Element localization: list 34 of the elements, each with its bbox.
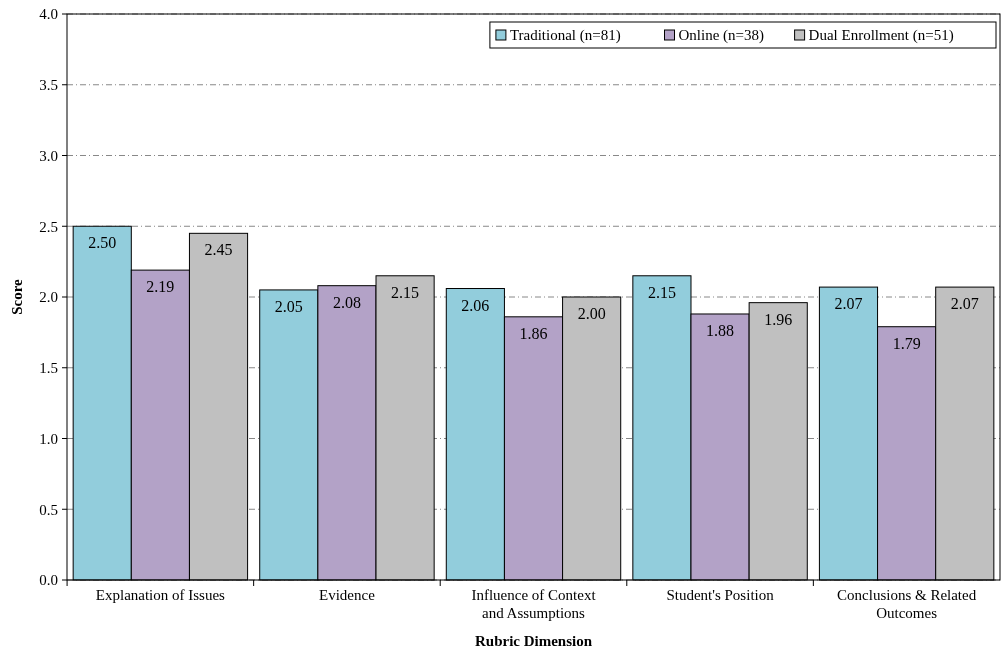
data-label: 1.96 [764,310,793,328]
data-label: 1.79 [892,334,921,352]
data-label: 2.15 [647,283,676,301]
data-label: 2.50 [88,234,117,252]
data-label: 2.00 [577,305,606,322]
y-axis-title: Score [9,278,25,315]
x-tick-label: Influence of Context and Assumptions [471,587,597,621]
x-axis-title: Rubric Dimension [474,633,593,649]
legend-label: Dual Enrollment (n=51) [808,27,954,45]
data-label: 1.86 [519,324,548,342]
x-tick-label: Conclusions & Related Outcomes [837,587,977,621]
y-tick-label: 2.0 [39,289,58,306]
y-tick-label: 3.0 [39,147,58,164]
data-label: 2.15 [391,283,420,301]
y-tick-label: 3.5 [39,77,58,93]
data-label: 2.08 [332,293,361,311]
data-label: 2.19 [146,278,175,296]
legend-label: Traditional (n=81) [509,27,621,45]
y-tick-label: 0.5 [39,501,58,518]
data-label: 2.07 [834,295,863,313]
data-label: 2.07 [950,295,979,313]
y-tick-label: 1.5 [39,360,58,376]
y-tick-label: 2.5 [39,218,58,235]
data-label: 2.05 [274,297,303,315]
legend-label: Online (n=38) [678,27,765,45]
data-label: 1.88 [706,321,735,339]
y-tick-label: 0.0 [39,572,58,589]
x-tick-label: Student's Position [666,587,775,603]
y-tick-label: 4.0 [39,6,58,23]
x-tick-label: Explanation of Issues [95,587,226,603]
y-tick-label: 1.0 [39,430,58,447]
data-label: 2.06 [461,296,490,314]
x-tick-label: Evidence [319,587,376,603]
data-label: 2.45 [204,241,233,259]
